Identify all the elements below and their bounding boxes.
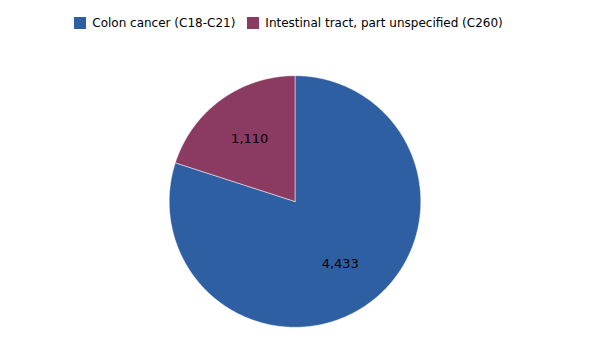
svg-text:1,110: 1,110 [231, 131, 268, 146]
html-text:Intestinal tract, part unspeci: Intestinal tract, part unspecified (C260… [265, 15, 503, 30]
html-text:Colon cancer (C18-C21): Colon cancer (C18-C21) [92, 15, 236, 30]
svg-text:4,433: 4,433 [322, 256, 359, 271]
